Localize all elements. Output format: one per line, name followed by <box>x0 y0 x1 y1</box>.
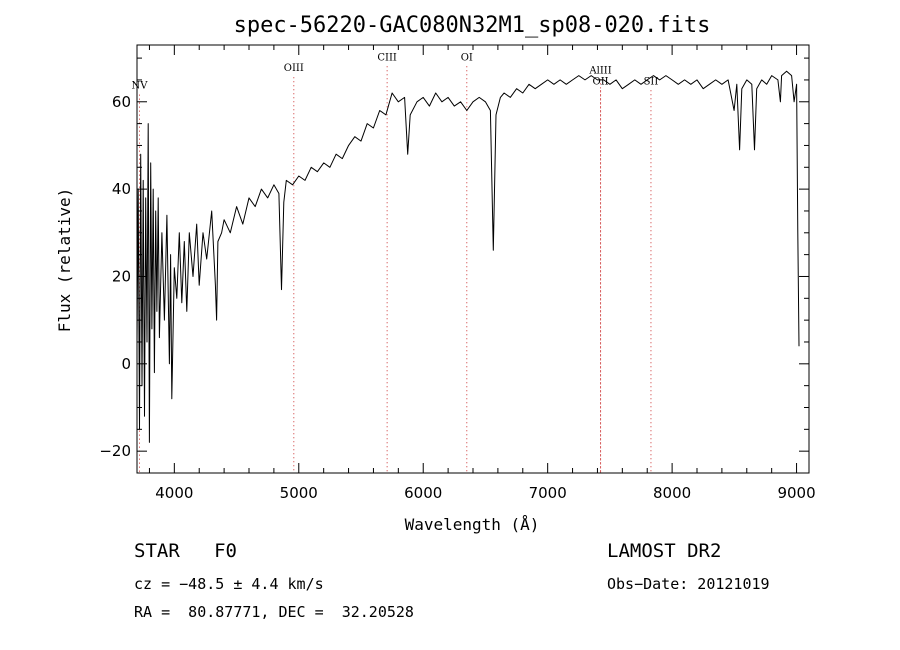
y-axis-label: Flux (relative) <box>55 188 74 333</box>
object-class: STAR F0 <box>134 540 237 562</box>
redshift-text: cz = −48.5 ± 4.4 km/s <box>134 575 324 593</box>
x-tick-label: 8000 <box>653 484 691 502</box>
chart-title: spec-56220-GAC080N32M1_sp08-020.fits <box>234 13 711 38</box>
x-tick-label: 4000 <box>155 484 193 502</box>
x-tick-label: 7000 <box>529 484 567 502</box>
spectrum-series <box>136 70 800 443</box>
obs-date-text: Obs−Date: 20121019 <box>607 575 770 593</box>
coordinates-text: RA = 80.87771, DEC = 32.20528 <box>134 603 414 621</box>
marker-label-OIII: OIII <box>284 63 304 74</box>
marker-label-SII: SII <box>644 76 659 87</box>
y-tick-label: 60 <box>112 93 131 111</box>
y-axis-ticks: −20 0 20 40 60 <box>99 57 809 474</box>
marker-label-CIII: CIII <box>377 52 397 63</box>
y-tick-label: 20 <box>112 267 131 285</box>
survey-name: LAMOST DR2 <box>607 540 722 562</box>
plot-frame <box>136 44 810 474</box>
x-axis-ticks: 4000 5000 6000 7000 8000 9000 <box>148 45 816 502</box>
subclass-text: F0 <box>214 540 237 562</box>
marker-label-NV: NV <box>131 81 148 92</box>
x-axis-label: Wavelength (Å) <box>405 515 540 534</box>
x-tick-label: 5000 <box>280 484 318 502</box>
marker-label-OI: OI <box>461 52 473 63</box>
marker-label-AlIII: AlIII <box>588 65 611 76</box>
spectrum-line-0 <box>136 70 800 443</box>
x-tick-label: 6000 <box>404 484 442 502</box>
y-tick-label: 0 <box>121 355 131 373</box>
y-tick-label: −20 <box>99 442 131 460</box>
y-tick-label: 40 <box>112 180 131 198</box>
object-class-text: STAR <box>134 540 180 562</box>
x-tick-label: 9000 <box>777 484 815 502</box>
marker-label-OII: OII <box>593 76 609 87</box>
